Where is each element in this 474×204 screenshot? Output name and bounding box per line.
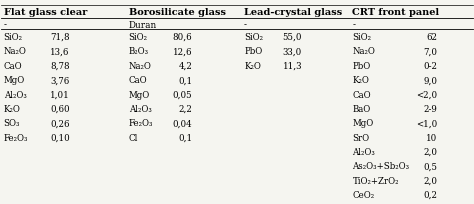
Text: 4,2: 4,2 xyxy=(178,62,192,71)
Text: 0,1: 0,1 xyxy=(178,76,192,85)
Text: 2,0: 2,0 xyxy=(423,147,438,156)
Text: 7,0: 7,0 xyxy=(423,47,438,56)
Text: Fe₂O₃: Fe₂O₃ xyxy=(4,133,28,142)
Text: K₂O: K₂O xyxy=(4,104,21,113)
Text: 1,01: 1,01 xyxy=(50,90,70,99)
Text: <2,0: <2,0 xyxy=(416,90,438,99)
Text: CRT front panel: CRT front panel xyxy=(353,8,439,17)
Text: K₂O: K₂O xyxy=(353,76,369,85)
Text: PbO: PbO xyxy=(244,47,262,56)
Text: Na₂O: Na₂O xyxy=(4,47,27,56)
Text: SiO₂: SiO₂ xyxy=(4,33,23,42)
Text: 0-2: 0-2 xyxy=(423,62,438,71)
Text: 0,10: 0,10 xyxy=(50,133,70,142)
Text: 33,0: 33,0 xyxy=(283,47,302,56)
Text: SiO₂: SiO₂ xyxy=(353,33,372,42)
Text: 13,6: 13,6 xyxy=(50,47,70,56)
Text: Al₂O₃: Al₂O₃ xyxy=(353,147,375,156)
Text: 2,2: 2,2 xyxy=(178,104,192,113)
Text: Flat glass clear: Flat glass clear xyxy=(4,8,87,17)
Text: Fe₂O₃: Fe₂O₃ xyxy=(128,119,153,128)
Text: CaO: CaO xyxy=(128,76,147,85)
Text: -: - xyxy=(4,20,7,29)
Text: Cl: Cl xyxy=(128,133,138,142)
Text: As₂O₃+Sb₂O₃: As₂O₃+Sb₂O₃ xyxy=(353,162,410,171)
Text: 3,76: 3,76 xyxy=(50,76,70,85)
Text: 71,8: 71,8 xyxy=(50,33,70,42)
Text: 0,60: 0,60 xyxy=(50,104,70,113)
Text: MgO: MgO xyxy=(353,119,374,128)
Text: 2,0: 2,0 xyxy=(423,176,438,185)
Text: Na₂O: Na₂O xyxy=(128,62,152,71)
Text: 55,0: 55,0 xyxy=(283,33,302,42)
Text: 11,3: 11,3 xyxy=(283,62,302,71)
Text: 0,26: 0,26 xyxy=(50,119,70,128)
Text: PbO: PbO xyxy=(353,62,371,71)
Text: 62: 62 xyxy=(426,33,438,42)
Text: 10: 10 xyxy=(426,133,438,142)
Text: B₂O₃: B₂O₃ xyxy=(128,47,149,56)
Text: Lead-crystal glass: Lead-crystal glass xyxy=(244,8,342,17)
Text: 0,2: 0,2 xyxy=(423,190,438,199)
Text: SiO₂: SiO₂ xyxy=(244,33,263,42)
Text: K₂O: K₂O xyxy=(244,62,261,71)
Text: Al₂O₃: Al₂O₃ xyxy=(128,104,152,113)
Text: 0,1: 0,1 xyxy=(178,133,192,142)
Text: -: - xyxy=(353,20,356,29)
Text: -: - xyxy=(244,20,247,29)
Text: CaO: CaO xyxy=(353,90,371,99)
Text: Duran: Duran xyxy=(128,20,157,29)
Text: 80,6: 80,6 xyxy=(173,33,192,42)
Text: SO₃: SO₃ xyxy=(4,119,20,128)
Text: TiO₂+ZrO₂: TiO₂+ZrO₂ xyxy=(353,176,399,185)
Text: Al₂O₃: Al₂O₃ xyxy=(4,90,27,99)
Text: Na₂O: Na₂O xyxy=(353,47,375,56)
Text: 2-9: 2-9 xyxy=(423,104,438,113)
Text: 0,5: 0,5 xyxy=(423,162,438,171)
Text: 12,6: 12,6 xyxy=(173,47,192,56)
Text: MgO: MgO xyxy=(4,76,25,85)
Text: MgO: MgO xyxy=(128,90,150,99)
Text: Borosilicate glass: Borosilicate glass xyxy=(128,8,226,17)
Text: 8,78: 8,78 xyxy=(50,62,70,71)
Text: 0,05: 0,05 xyxy=(173,90,192,99)
Text: SrO: SrO xyxy=(353,133,370,142)
Text: 9,0: 9,0 xyxy=(423,76,438,85)
Text: 0,04: 0,04 xyxy=(173,119,192,128)
Text: <1,0: <1,0 xyxy=(416,119,438,128)
Text: CaO: CaO xyxy=(4,62,22,71)
Text: SiO₂: SiO₂ xyxy=(128,33,147,42)
Text: CeO₂: CeO₂ xyxy=(353,190,374,199)
Text: BaO: BaO xyxy=(353,104,371,113)
